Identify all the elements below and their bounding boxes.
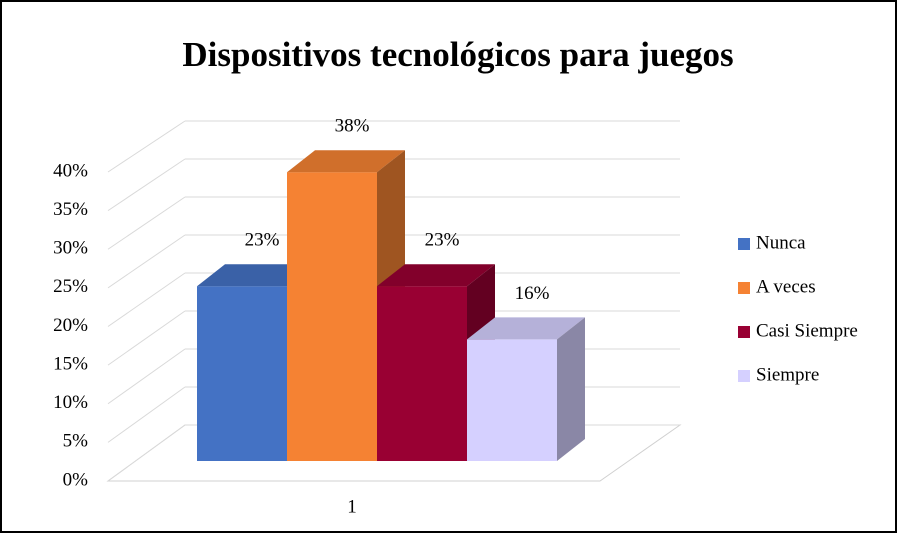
legend-label: Nunca <box>756 232 806 253</box>
data-label: 16% <box>515 283 550 304</box>
bar-side <box>557 317 585 461</box>
legend-label: Casi Siempre <box>756 320 858 341</box>
y-tick-label: 10% <box>53 392 88 413</box>
data-label: 23% <box>245 230 280 251</box>
y-tick-label: 5% <box>63 431 89 452</box>
side-grid-line <box>107 120 186 173</box>
y-tick-label: 40% <box>53 160 88 181</box>
y-tick-label: 20% <box>53 315 88 336</box>
legend-label: A veces <box>756 276 816 297</box>
data-label: 23% <box>425 230 460 251</box>
bar-top <box>287 150 405 173</box>
side-grid-line <box>107 386 186 443</box>
legend-label: Siempre <box>756 364 819 385</box>
bar-top <box>377 264 495 287</box>
side-grid-line <box>107 310 186 366</box>
bar-front <box>287 172 377 461</box>
side-grid-line <box>107 272 186 327</box>
bar <box>467 317 585 461</box>
chart-title: Dispositivos tecnológicos para juegos <box>182 35 733 74</box>
y-tick-label: 30% <box>53 238 88 259</box>
side-grid-line <box>107 234 186 289</box>
data-label: 38% <box>335 116 370 137</box>
x-tick-label: 1 <box>347 496 357 517</box>
legend-swatch <box>738 282 750 294</box>
bar-top <box>197 264 315 287</box>
bar-front <box>467 339 557 461</box>
legend-swatch <box>738 326 750 338</box>
bar-top <box>467 317 585 340</box>
y-tick-label: 35% <box>53 199 88 220</box>
bar-front <box>197 286 287 461</box>
bar <box>287 150 405 461</box>
side-grid-line <box>107 158 186 212</box>
legend-swatch <box>738 238 750 250</box>
y-tick-label: 15% <box>53 353 88 374</box>
y-tick-label: 0% <box>63 469 89 490</box>
side-grid-line <box>107 348 186 405</box>
bar-front <box>377 286 467 461</box>
side-grid-line <box>107 424 186 482</box>
side-grid-line <box>107 196 186 250</box>
legend-swatch <box>738 370 750 382</box>
y-tick-label: 25% <box>53 276 88 297</box>
